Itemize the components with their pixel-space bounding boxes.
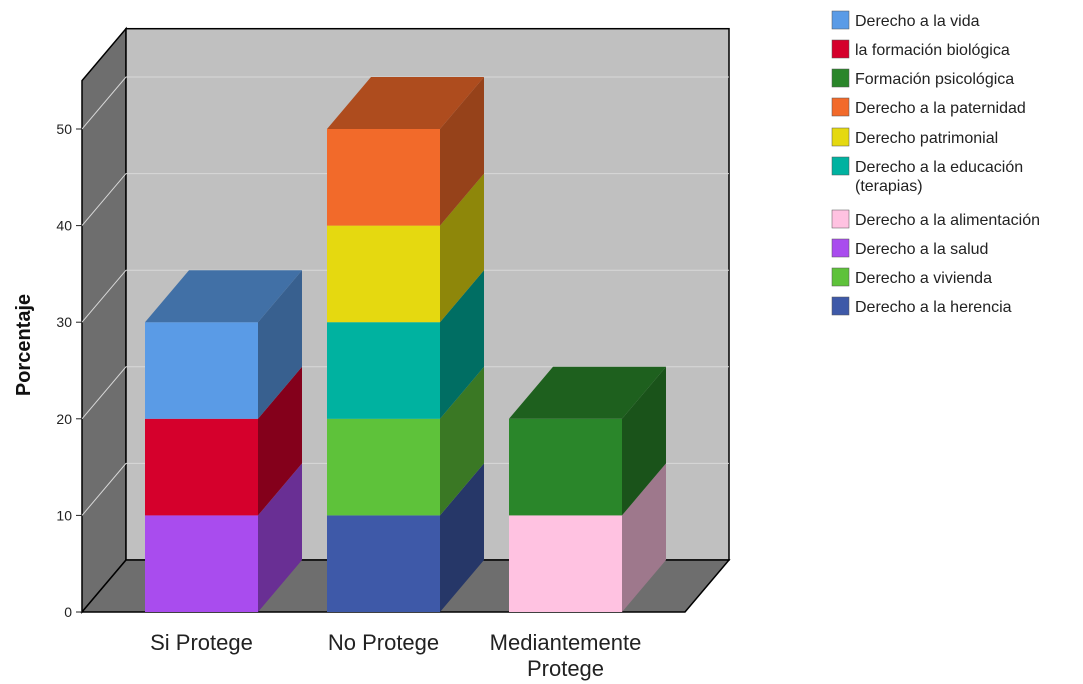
- bar-side: [440, 173, 484, 323]
- y-tick-label: 20: [56, 411, 72, 427]
- bar-top: [509, 366, 666, 419]
- legend-label: Derecho a la vida: [855, 13, 980, 30]
- bar-side: [622, 366, 666, 516]
- bar-front: [327, 322, 440, 419]
- bar-front: [145, 322, 258, 419]
- x-category-label: Mediantemente Protege: [490, 630, 642, 681]
- legend-swatch: [831, 39, 850, 59]
- legend-label: la formación biológica: [855, 42, 1010, 59]
- bar-segment: [327, 463, 484, 612]
- y-tick-label: 10: [56, 507, 72, 523]
- bar-front: [145, 515, 258, 612]
- legend-swatch: [831, 267, 850, 287]
- bar-segment: [145, 463, 302, 612]
- gridline: [81, 173, 729, 226]
- gridlines: [81, 76, 729, 516]
- bar-front: [509, 515, 622, 612]
- legend-swatch: [831, 156, 850, 176]
- bar-segment: [327, 77, 484, 226]
- legend-label: Derecho a la herencia: [855, 299, 1012, 316]
- bar-segment: [145, 270, 302, 419]
- x-category-label: No Protege: [328, 630, 439, 655]
- legend-label: Derecho a la alimentación: [855, 212, 1040, 229]
- bar-front: [327, 418, 440, 516]
- left-wall: [81, 26, 127, 615]
- bar-top: [327, 77, 484, 129]
- legend-label: Derecho a la paternidad: [855, 100, 1026, 117]
- legend-item: Derecho a la educación (terapias): [831, 156, 1023, 195]
- bar-side: [258, 270, 302, 419]
- bar-front: [509, 418, 622, 516]
- legend-item: Derecho a la salud: [831, 238, 988, 258]
- legend-item: Derecho a la paternidad: [831, 97, 1026, 117]
- bar-segment: [327, 270, 484, 419]
- bar-segment: [327, 366, 484, 516]
- bar-segment: [509, 366, 666, 516]
- legend-item: Derecho patrimonial: [831, 127, 998, 147]
- bar-front: [327, 129, 440, 226]
- bar-side: [622, 463, 666, 612]
- gridline: [81, 76, 729, 130]
- legend-swatch: [831, 97, 850, 117]
- y-tick-label: 50: [56, 121, 72, 137]
- legend-label: Derecho a la salud: [855, 241, 988, 258]
- legend-swatch: [831, 209, 850, 229]
- bar-front: [327, 225, 440, 323]
- bar-front: [145, 418, 258, 516]
- legend-item: Derecho a la herencia: [831, 296, 1012, 316]
- bar-top: [145, 270, 302, 323]
- legend-label: Derecho a vivienda: [855, 270, 992, 287]
- y-axis-title: Porcentaje: [13, 294, 35, 396]
- gridline: [81, 366, 729, 420]
- legend-label: Derecho patrimonial: [855, 130, 998, 147]
- legend-item: Formación psicológica: [831, 68, 1014, 88]
- bar-side: [440, 270, 484, 419]
- legend-label: Derecho a la educación (terapias): [855, 159, 1023, 195]
- legend-swatch: [831, 10, 850, 30]
- bar-side: [258, 366, 302, 516]
- legend-item: la formación biológica: [831, 39, 1010, 59]
- bars: [145, 77, 666, 612]
- legend-swatch: [831, 127, 850, 147]
- gridline: [81, 269, 729, 323]
- legend-swatch: [831, 296, 850, 316]
- legend: Derecho a la vida la formación biológica F…: [831, 10, 1040, 316]
- y-axis-ticks: 0 10 20 30 40 50: [56, 121, 82, 620]
- y-tick-label: 40: [56, 218, 72, 234]
- bar-side: [440, 463, 484, 612]
- x-axis-labels: Si Protege No Protege Mediantemente Protege: [150, 630, 641, 681]
- y-tick-label: 0: [64, 604, 72, 620]
- bar-segment: [327, 173, 484, 323]
- bar-side: [258, 463, 302, 612]
- legend-swatch: [831, 68, 850, 88]
- legend-label: Formación psicológica: [855, 71, 1014, 88]
- y-tick-label: 30: [56, 314, 72, 330]
- bar-side: [440, 366, 484, 516]
- legend-item: Derecho a la alimentación: [831, 209, 1040, 229]
- legend-item: Derecho a vivienda: [831, 267, 992, 287]
- legend-item: Derecho a la vida: [831, 10, 980, 30]
- bar-segment: [145, 366, 302, 516]
- x-category-label: Si Protege: [150, 630, 253, 655]
- bar-segment: [509, 463, 666, 612]
- legend-swatch: [831, 238, 850, 258]
- bar-side: [440, 77, 484, 226]
- bar-front: [327, 515, 440, 612]
